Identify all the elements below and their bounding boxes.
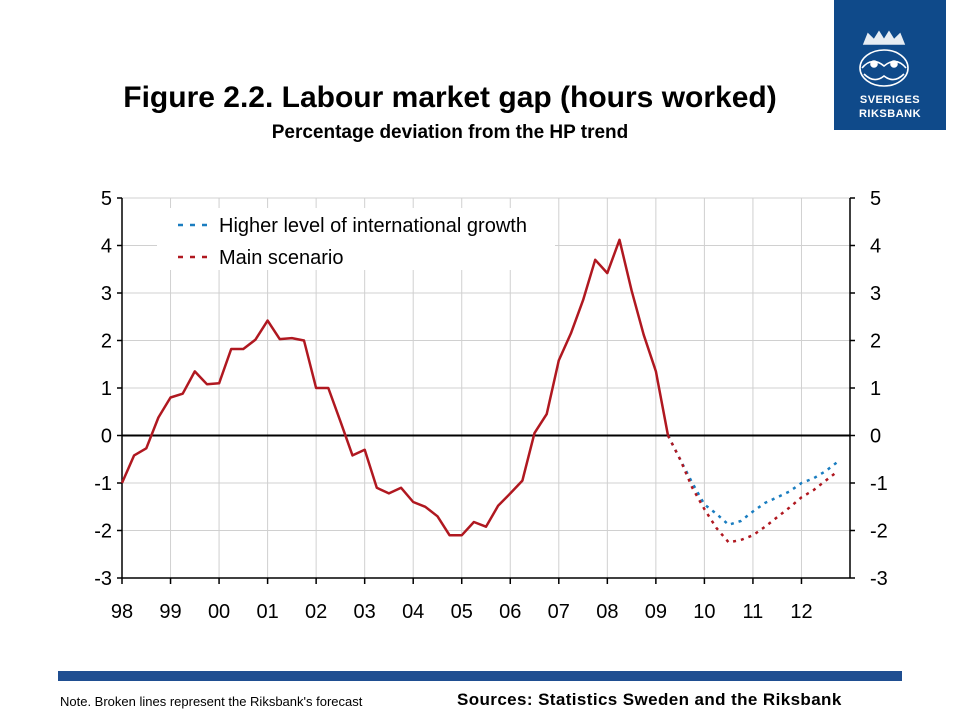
legend: Higher level of international growth Main… <box>178 215 527 269</box>
y-tick-label-right: 2 <box>870 331 881 353</box>
axes: 5 54 43 32 21 10 0-1 -1-2 -2-3 -398 99 00 01 02 03 04 05… <box>94 188 888 623</box>
x-tick-label: 05 <box>451 601 473 623</box>
y-tick-label-left: 3 <box>101 283 112 305</box>
y-tick-label-left: 2 <box>101 331 112 353</box>
x-tick-label: 03 <box>354 601 376 623</box>
y-tick-label-left: 5 <box>101 188 112 210</box>
series-line-outcome <box>120 238 670 537</box>
logo-line-2: RIKSBANK <box>858 108 922 120</box>
y-tick-label-right: 0 <box>870 426 881 448</box>
y-tick-label-left: 1 <box>101 378 112 400</box>
line-chart: 5 54 43 32 21 10 0-1 -1-2 -2-3 -398 99 00 01 02 03 04 05… <box>94 188 888 623</box>
x-tick-label: 12 <box>790 601 812 623</box>
footnote: Note. Broken lines represent the Riksban… <box>60 694 363 709</box>
series-line-forecast <box>666 434 839 527</box>
riksbank-logo: SVERIGES RIKSBANK <box>834 0 946 130</box>
y-tick-label-left: -3 <box>94 568 112 590</box>
x-tick-label: 08 <box>596 601 618 623</box>
x-tick-label: 06 <box>499 601 521 623</box>
x-tick-label: 01 <box>256 601 278 623</box>
x-tick-label: 99 <box>159 601 181 623</box>
y-tick-label-right: -3 <box>870 568 888 590</box>
legend-label: Main scenario <box>219 247 344 269</box>
x-tick-label: 07 <box>548 601 570 623</box>
y-tick-label-right: 5 <box>870 188 881 210</box>
crown-emblem-icon <box>859 30 909 87</box>
y-tick-label-left: -1 <box>94 473 112 495</box>
x-tick-label: 09 <box>645 601 667 623</box>
y-tick-label-right: -1 <box>870 473 888 495</box>
x-tick-label: 11 <box>743 601 764 623</box>
y-tick-label-right: -2 <box>870 521 888 543</box>
x-tick-label: 04 <box>402 601 424 623</box>
series-group <box>120 238 839 544</box>
y-tick-label-right: 4 <box>870 236 881 258</box>
y-tick-label-right: 1 <box>870 378 881 400</box>
y-tick-label-left: 4 <box>101 236 112 258</box>
series-line-forecast <box>666 434 839 544</box>
y-tick-label-left: 0 <box>101 426 112 448</box>
logo-line-1: SVERIGES <box>859 94 921 106</box>
sources-text: Sources: Statistics Sweden and the Riksb… <box>457 690 842 709</box>
chart-subtitle: Percentage deviation from the HP trend <box>271 122 629 143</box>
legend-label: Higher level of international growth <box>219 215 527 237</box>
legend-background <box>157 208 555 270</box>
x-tick-label: 00 <box>208 601 230 623</box>
chart-title: Figure 2.2. Labour market gap (hours wor… <box>123 81 777 114</box>
y-tick-label-right: 3 <box>870 283 881 305</box>
y-tick-label-left: -2 <box>94 521 112 543</box>
x-tick-label: 10 <box>693 601 715 623</box>
x-tick-label: 02 <box>305 601 327 623</box>
footer-rule <box>58 671 902 681</box>
x-tick-label: 98 <box>111 601 133 623</box>
